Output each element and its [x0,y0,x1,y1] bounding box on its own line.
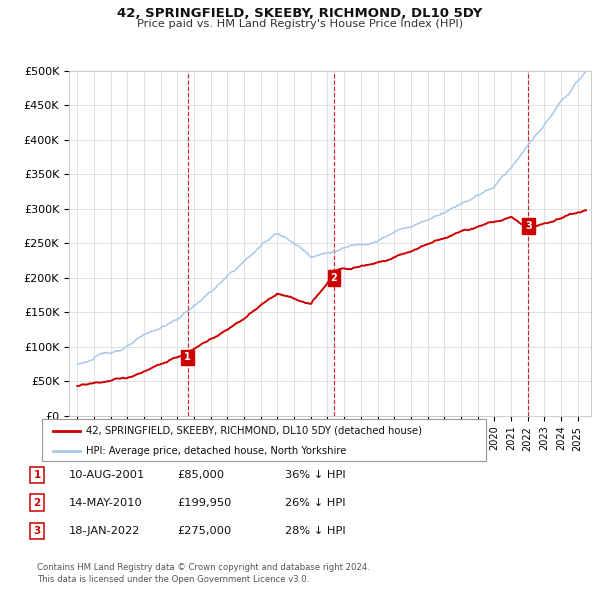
Text: 10-AUG-2001: 10-AUG-2001 [69,470,145,480]
Text: 14-MAY-2010: 14-MAY-2010 [69,498,143,507]
Text: 18-JAN-2022: 18-JAN-2022 [69,526,140,536]
Text: 28% ↓ HPI: 28% ↓ HPI [285,526,346,536]
Text: 3: 3 [525,221,532,231]
Text: HPI: Average price, detached house, North Yorkshire: HPI: Average price, detached house, Nort… [86,446,347,455]
Text: £85,000: £85,000 [177,470,224,480]
Text: 1: 1 [184,352,191,362]
Text: 3: 3 [34,526,41,536]
Text: 2: 2 [330,273,337,283]
Text: 1: 1 [34,470,41,480]
Text: 42, SPRINGFIELD, SKEEBY, RICHMOND, DL10 5DY (detached house): 42, SPRINGFIELD, SKEEBY, RICHMOND, DL10 … [86,426,422,436]
Text: This data is licensed under the Open Government Licence v3.0.: This data is licensed under the Open Gov… [37,575,310,584]
Text: Price paid vs. HM Land Registry's House Price Index (HPI): Price paid vs. HM Land Registry's House … [137,19,463,30]
Text: 2: 2 [34,498,41,507]
Text: £275,000: £275,000 [177,526,231,536]
Text: 26% ↓ HPI: 26% ↓ HPI [285,498,346,507]
Text: £199,950: £199,950 [177,498,232,507]
Text: 42, SPRINGFIELD, SKEEBY, RICHMOND, DL10 5DY: 42, SPRINGFIELD, SKEEBY, RICHMOND, DL10 … [118,7,482,20]
Text: Contains HM Land Registry data © Crown copyright and database right 2024.: Contains HM Land Registry data © Crown c… [37,563,370,572]
Text: 36% ↓ HPI: 36% ↓ HPI [285,470,346,480]
